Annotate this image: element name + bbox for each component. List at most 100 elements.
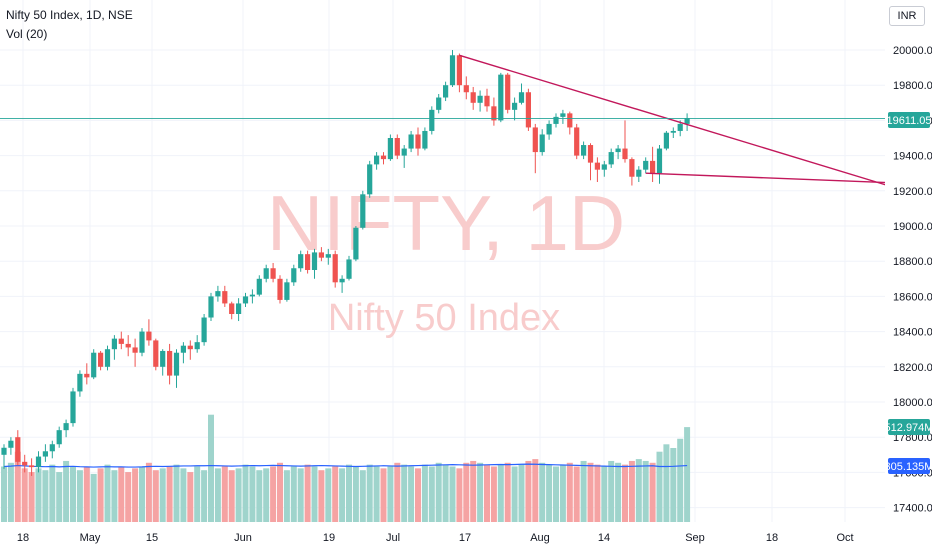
volume-bar — [208, 414, 214, 522]
candle-body — [132, 347, 138, 353]
volume-bar — [21, 468, 28, 522]
volume-bar — [387, 466, 394, 522]
candle-body — [463, 85, 469, 93]
candles — [1, 50, 690, 476]
candle-body — [401, 148, 407, 156]
candle-body — [242, 296, 249, 304]
volume-bar — [152, 470, 159, 522]
candle-body — [505, 74, 511, 110]
candle-body — [180, 345, 186, 353]
volume-bar — [628, 460, 635, 522]
candle-body — [615, 148, 621, 153]
volume-bar — [511, 466, 518, 522]
volume-bar — [622, 464, 628, 522]
volume-ma-tag-text: 305.135M — [885, 461, 932, 473]
candle-body — [146, 331, 152, 341]
price-tick-label: 20000.00 — [893, 45, 932, 57]
volume-bar — [359, 470, 366, 522]
volume-bar — [677, 438, 684, 522]
candle-body — [608, 152, 614, 165]
candle-body — [125, 343, 131, 348]
volume-tag — [888, 419, 930, 435]
time-tick-label: 18 — [17, 532, 29, 544]
volume-bar — [132, 468, 139, 522]
candle-body — [663, 132, 669, 149]
time-tick-label: 17 — [459, 532, 471, 544]
volume-bar — [566, 462, 573, 522]
volume-bar — [670, 448, 677, 522]
volume-bar — [518, 464, 525, 522]
time-tick-label: Aug — [530, 532, 550, 544]
volume-bar — [228, 470, 235, 522]
volume-bar — [490, 466, 497, 522]
volume-bar — [7, 462, 14, 522]
volume-bar — [684, 427, 691, 522]
volume-bar — [587, 462, 594, 522]
candle-body — [229, 303, 235, 314]
grid-lines — [0, 0, 885, 522]
volume-tag-text: 512.974M — [885, 422, 932, 434]
candle-body — [553, 116, 559, 124]
candle-body — [201, 317, 207, 343]
candle-body — [263, 268, 269, 279]
volume-bar — [28, 472, 35, 522]
volume-bar — [525, 460, 532, 522]
candle-body — [532, 127, 538, 153]
volume-bar — [290, 466, 297, 522]
volume-ma-tag — [888, 458, 930, 474]
volume-bar — [656, 451, 663, 522]
time-tick-label: Oct — [836, 532, 853, 544]
watermark-symbol: NIFTY, 1D — [267, 179, 625, 267]
candle-body — [49, 444, 55, 452]
volume-bar — [159, 468, 166, 522]
volume-indicator-label[interactable]: Vol (20) — [6, 27, 48, 41]
symbol-title[interactable]: Nifty 50 Index, 1D, NSE — [6, 8, 133, 22]
candle-body — [601, 164, 607, 170]
volume-bar — [497, 464, 504, 522]
volume-bar — [249, 466, 256, 522]
candle-body — [91, 352, 97, 378]
candle-body — [187, 345, 193, 350]
time-tick-label: Sep — [685, 532, 705, 544]
candle-body — [449, 55, 456, 86]
candle-body — [111, 338, 117, 350]
time-tick-label: 15 — [146, 532, 158, 544]
candle-body — [56, 430, 62, 445]
volume-bar — [573, 466, 580, 522]
candle-body — [236, 303, 242, 314]
volume-bar — [14, 451, 21, 522]
volume-bar — [56, 472, 63, 522]
candle-body — [325, 254, 331, 258]
candle-body — [518, 92, 525, 103]
axis-value-labels: 19611.05 512.974M 305.135M — [885, 112, 932, 474]
volume-bar — [270, 466, 277, 522]
time-tick-label: Jun — [234, 532, 252, 544]
time-axis[interactable]: 18 May 15 Jun 19 Jul 17 Aug 14 Sep 18 Oct — [17, 532, 854, 544]
volume-bar — [380, 468, 387, 522]
candle-body — [63, 423, 69, 431]
candle-body — [215, 291, 221, 297]
candle-body — [22, 461, 28, 466]
time-tick-label: 14 — [598, 532, 610, 544]
candle-body — [581, 145, 587, 156]
volume-bar — [325, 468, 332, 522]
candle-body — [256, 278, 262, 295]
price-tick-label: 18200.00 — [893, 362, 932, 374]
volume-bar — [346, 464, 352, 522]
candle-body — [360, 194, 366, 228]
volume-bar — [180, 468, 187, 522]
currency-button[interactable]: INR — [889, 6, 925, 26]
candle-body — [77, 373, 83, 392]
volume-bar — [35, 468, 42, 522]
candle-body — [173, 352, 180, 376]
volume-bar — [366, 464, 373, 522]
candle-body — [456, 55, 462, 86]
price-tick-label: 19800.00 — [893, 80, 932, 92]
volume-bar — [484, 464, 490, 522]
volume-bar — [42, 470, 49, 522]
candle-body — [594, 162, 600, 170]
candle-body — [574, 127, 580, 156]
volume-bar — [76, 470, 83, 522]
candle-body — [346, 259, 352, 279]
